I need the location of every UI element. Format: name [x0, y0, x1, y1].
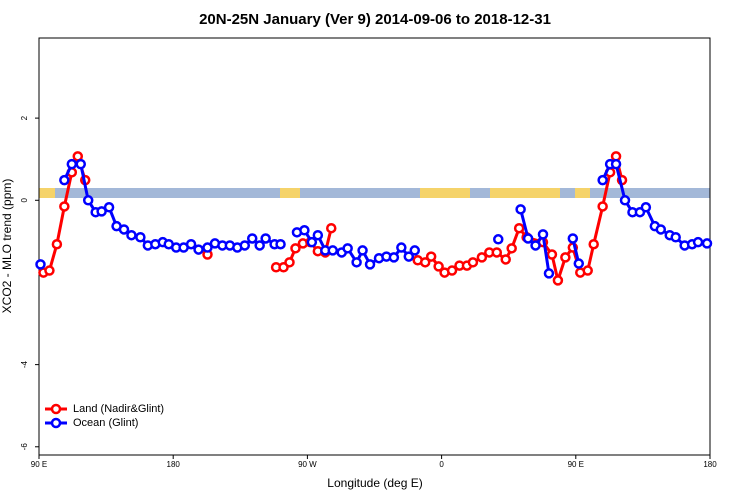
point: [364, 259, 376, 270]
point: [692, 236, 704, 248]
point: [670, 232, 681, 243]
point: [135, 232, 146, 243]
point: [597, 174, 608, 186]
point: [493, 234, 504, 245]
point: [640, 202, 652, 213]
point: [409, 245, 421, 256]
point: [103, 202, 115, 213]
point: [552, 275, 564, 286]
point: [299, 225, 310, 236]
y-tick-label: -4: [20, 361, 29, 369]
point: [425, 251, 437, 262]
y-axis-label: XCO2 - MLO trend (ppm): [0, 179, 14, 314]
point: [290, 243, 301, 254]
point: [260, 233, 271, 244]
point: [351, 257, 362, 268]
point: [446, 265, 458, 276]
point: [500, 254, 511, 265]
point: [588, 238, 599, 250]
point: [66, 158, 78, 170]
point: [513, 222, 525, 234]
point: [44, 265, 55, 276]
point: [582, 265, 593, 276]
point: [342, 243, 353, 254]
x-tick-label: 90 E: [568, 460, 584, 469]
point: [96, 206, 107, 217]
legend-marker: [50, 403, 62, 415]
point: [467, 257, 479, 268]
point: [543, 268, 555, 279]
point: [537, 229, 549, 240]
point: [239, 240, 251, 251]
point: [610, 158, 622, 170]
point: [491, 247, 503, 258]
y-tick-label: 0: [20, 198, 29, 203]
point: [118, 224, 130, 235]
point: [597, 201, 608, 212]
point: [655, 224, 667, 235]
point: [193, 244, 204, 255]
point: [326, 222, 337, 234]
x-tick-label: 180: [703, 460, 717, 469]
point: [701, 238, 713, 249]
point: [403, 251, 415, 262]
x-tick-label: 90 E: [31, 460, 47, 469]
point: [396, 242, 407, 253]
plot-frame: [38, 37, 711, 456]
map-strip: [39, 188, 710, 198]
point: [82, 195, 94, 206]
legend-label: Ocean (Glint): [73, 417, 138, 429]
point: [573, 258, 585, 269]
point: [522, 233, 534, 244]
point: [126, 229, 137, 241]
point: [476, 252, 488, 263]
point: [433, 261, 444, 272]
point: [51, 238, 63, 250]
x-tick-label: 180: [167, 460, 181, 469]
x-tick-label: 0: [439, 460, 444, 469]
y-tick-label: 2: [20, 115, 29, 120]
point: [59, 201, 70, 212]
x-tick-label: 90 W: [298, 460, 317, 469]
point: [246, 233, 258, 244]
point: [275, 238, 286, 250]
point: [567, 233, 579, 244]
point: [515, 204, 526, 215]
point: [506, 243, 517, 254]
point: [530, 240, 541, 251]
point: [284, 257, 295, 268]
point: [312, 229, 324, 241]
point: [388, 252, 400, 263]
point: [619, 195, 631, 206]
point: [357, 245, 368, 256]
chart-title: 20N-25N January (Ver 9) 2014-09-06 to 20…: [199, 11, 551, 28]
y-tick-label: -6: [20, 443, 29, 451]
point: [35, 259, 46, 270]
point: [419, 257, 431, 268]
point: [202, 242, 213, 253]
legend-marker: [50, 417, 62, 429]
point: [59, 174, 70, 186]
x-axis-label: Longitude (deg E): [327, 476, 422, 490]
point: [546, 249, 558, 260]
point: [560, 252, 571, 263]
point: [306, 236, 318, 248]
point: [254, 240, 265, 251]
point: [75, 158, 87, 170]
legend-label: Land (Nadir&Glint): [73, 403, 164, 415]
series-line: [42, 151, 624, 287]
point: [327, 245, 338, 256]
point: [185, 238, 197, 250]
